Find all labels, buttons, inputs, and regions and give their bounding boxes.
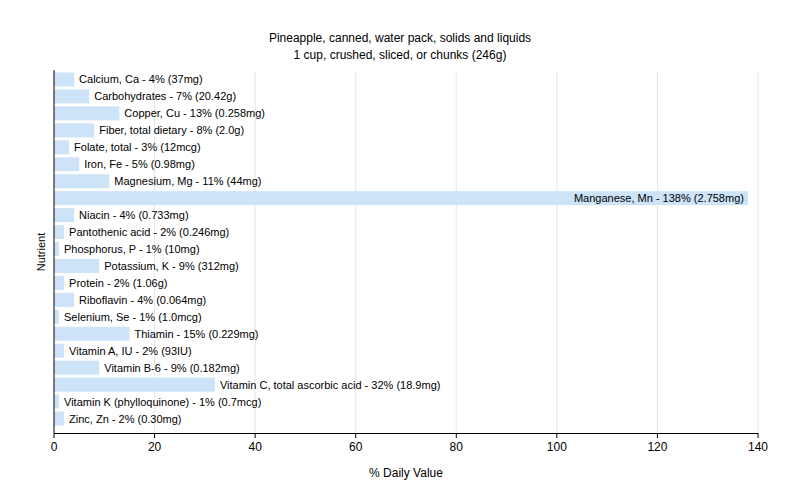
bar [54,140,69,154]
bar [54,225,64,239]
category-label: Phosphorus, P - 1% (10mg) [64,243,200,255]
y-axis-label: Nutrient [35,233,47,272]
x-tick [758,433,759,438]
category-label: Copper, Cu - 13% (0.258mg) [124,107,265,119]
category-label: Vitamin B-6 - 9% (0.182mg) [104,362,240,374]
x-tick-label: 0 [51,440,58,454]
chart: Pineapple, canned, water pack, solids an… [0,0,800,500]
x-tick-label: 120 [647,440,667,454]
category-label: Niacin - 4% (0.733mg) [79,209,188,221]
category-label: Manganese, Mn - 138% (2.758mg) [574,192,744,204]
category-label: Fiber, total dietary - 8% (2.0g) [99,124,244,136]
category-label: Protein - 2% (1.06g) [69,277,167,289]
x-tick-label: 100 [547,440,567,454]
bar [54,327,129,341]
x-tick [556,433,557,438]
bar [54,73,74,87]
bar [54,344,64,358]
bar [54,293,74,307]
x-tick [456,433,457,438]
x-tick [154,433,155,438]
x-axis-label: % Daily Value [369,466,443,480]
category-label: Potassium, K - 9% (312mg) [104,260,239,272]
bar [54,191,748,205]
grid-line [456,71,457,433]
category-label: Thiamin - 15% (0.229mg) [134,328,258,340]
bar [54,412,64,426]
category-label: Vitamin K (phylloquinone) - 1% (0.7mcg) [64,396,261,408]
bar [54,174,109,188]
bar [54,378,215,392]
grid-line [657,71,658,433]
bar [54,310,59,324]
bar [54,123,94,137]
x-axis [54,433,758,434]
bar [54,395,59,409]
bar [54,157,79,171]
bar [54,208,74,222]
category-label: Zinc, Zn - 2% (0.30mg) [69,413,181,425]
x-tick [255,433,256,438]
x-tick-label: 60 [349,440,363,454]
bar [54,361,99,375]
category-label: Folate, total - 3% (12mcg) [74,141,201,153]
x-tick-label: 20 [148,440,162,454]
bar [54,89,89,103]
category-label: Calcium, Ca - 4% (37mg) [79,73,202,85]
category-label: Pantothenic acid - 2% (0.246mg) [69,226,229,238]
category-label: Magnesium, Mg - 11% (44mg) [114,175,261,187]
category-label: Riboflavin - 4% (0.064mg) [79,294,206,306]
y-axis [54,70,55,433]
x-tick [657,433,658,438]
bar [54,242,59,256]
title: Pineapple, canned, water pack, solids an… [269,31,531,45]
grid-line [556,71,557,433]
category-label: Vitamin A, IU - 2% (93IU) [69,345,192,357]
category-label: Iron, Fe - 5% (0.98mg) [84,158,195,170]
bar [54,106,119,120]
category-label: Vitamin C, total ascorbic acid - 32% (18… [220,379,441,391]
bars [54,73,748,426]
x-tick-label: 80 [450,440,464,454]
x-tick [355,433,356,438]
bar [54,259,99,273]
x-tick [54,433,55,438]
category-label: Selenium, Se - 1% (1.0mcg) [64,311,202,323]
x-tick-label: 140 [748,440,768,454]
bar-labels: Calcium, Ca - 4% (37mg) Carbohydrates - 7… [64,73,744,424]
grid-line [758,71,759,433]
subtitle: 1 cup, crushed, sliced, or chunks (246g) [294,48,507,62]
bar [54,276,64,290]
x-tick-label: 40 [248,440,262,454]
category-label: Carbohydrates - 7% (20.42g) [94,90,236,102]
